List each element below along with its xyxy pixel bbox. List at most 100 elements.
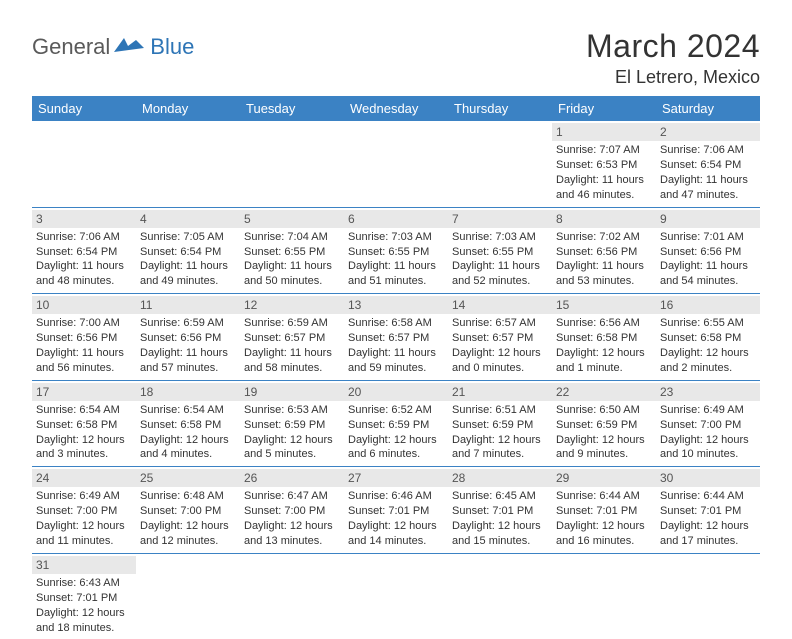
week-row: 1Sunrise: 7:07 AMSunset: 6:53 PMDaylight… (32, 121, 760, 208)
day-cell: 16 Sunrise: 6:55 AMSunset: 6:58 PMDayligh… (656, 294, 760, 380)
sunrise-text: Sunrise: 6:44 AM (556, 489, 652, 504)
weekday-header: Saturday (656, 96, 760, 121)
day-cell: 13Sunrise: 6:58 AMSunset: 6:57 PMDayligh… (344, 294, 448, 380)
location: El Letrero, Mexico (586, 67, 760, 88)
weekday-header: Sunday (32, 96, 136, 121)
day-cell: 23Sunrise: 6:49 AMSunset: 7:00 PMDayligh… (656, 381, 760, 467)
sunset-text: Sunset: 6:54 PM (36, 245, 132, 260)
sunrise-text: Sunrise: 6:48 AM (140, 489, 236, 504)
day-cell: 17Sunrise: 6:54 AMSunset: 6:58 PMDayligh… (32, 381, 136, 467)
day-cell: 19Sunrise: 6:53 AMSunset: 6:59 PMDayligh… (240, 381, 344, 467)
day-cell (32, 121, 136, 207)
sunrise-text: Sunrise: 6:54 AM (36, 403, 132, 418)
sunrise-text: Sunrise: 6:59 AM (244, 316, 340, 331)
sunset-text: Sunset: 6:59 PM (452, 418, 548, 433)
sunrise-text: Sunrise: 6:46 AM (348, 489, 444, 504)
day-cell (448, 554, 552, 639)
day-cell: 22Sunrise: 6:50 AMSunset: 6:59 PMDayligh… (552, 381, 656, 467)
day-number: 23 (656, 383, 760, 401)
flag-icon (114, 38, 148, 59)
day-number: 2 (656, 123, 760, 141)
sunset-text: Sunset: 7:00 PM (244, 504, 340, 519)
daylight-text: Daylight: 12 hours and 1 minute. (556, 346, 652, 376)
logo: General Blue (32, 28, 194, 60)
sunrise-text: Sunrise: 7:00 AM (36, 316, 132, 331)
day-number: 24 (32, 469, 136, 487)
sunrise-text: Sunrise: 6:55 AM (660, 316, 756, 331)
sunset-text: Sunset: 6:57 PM (244, 331, 340, 346)
day-cell: 15Sunrise: 6:56 AMSunset: 6:58 PMDayligh… (552, 294, 656, 380)
daylight-text: Daylight: 12 hours and 2 minutes. (660, 346, 756, 376)
day-cell: 28Sunrise: 6:45 AMSunset: 7:01 PMDayligh… (448, 467, 552, 553)
day-number: 30 (656, 469, 760, 487)
daylight-text: Daylight: 11 hours and 51 minutes. (348, 259, 444, 289)
sunset-text: Sunset: 6:55 PM (452, 245, 548, 260)
day-number: 12 (240, 296, 344, 314)
day-number: 5 (240, 210, 344, 228)
day-cell: 6Sunrise: 7:03 AMSunset: 6:55 PMDaylight… (344, 208, 448, 294)
day-cell (448, 121, 552, 207)
day-cell: 26 Sunrise: 6:47 AMSunset: 7:00 PMDayligh… (240, 467, 344, 553)
day-number: 6 (344, 210, 448, 228)
daylight-text: Daylight: 12 hours and 0 minutes. (452, 346, 548, 376)
day-cell: 1Sunrise: 7:07 AMSunset: 6:53 PMDaylight… (552, 121, 656, 207)
day-number: 1 (552, 123, 656, 141)
daylight-text: Daylight: 12 hours and 13 minutes. (244, 519, 340, 549)
weekday-header: Monday (136, 96, 240, 121)
daylight-text: Daylight: 11 hours and 56 minutes. (36, 346, 132, 376)
day-cell: 7 Sunrise: 7:03 AMSunset: 6:55 PMDaylight… (448, 208, 552, 294)
day-cell: 11Sunrise: 6:59 AMSunset: 6:56 PMDayligh… (136, 294, 240, 380)
day-number: 16 (656, 296, 760, 314)
day-number: 18 (136, 383, 240, 401)
sunrise-text: Sunrise: 7:03 AM (452, 230, 548, 245)
daylight-text: Daylight: 11 hours and 47 minutes. (660, 173, 756, 203)
daylight-text: Daylight: 12 hours and 4 minutes. (140, 433, 236, 463)
daylight-text: Daylight: 11 hours and 49 minutes. (140, 259, 236, 289)
weekday-header: Thursday (448, 96, 552, 121)
day-number: 27 (344, 469, 448, 487)
daylight-text: Daylight: 11 hours and 52 minutes. (452, 259, 548, 289)
sunrise-text: Sunrise: 7:05 AM (140, 230, 236, 245)
daylight-text: Daylight: 12 hours and 6 minutes. (348, 433, 444, 463)
sunset-text: Sunset: 6:57 PM (452, 331, 548, 346)
sunrise-text: Sunrise: 6:59 AM (140, 316, 236, 331)
weeks-container: 1Sunrise: 7:07 AMSunset: 6:53 PMDaylight… (32, 121, 760, 639)
sunrise-text: Sunrise: 6:49 AM (36, 489, 132, 504)
daylight-text: Daylight: 11 hours and 57 minutes. (140, 346, 236, 376)
sunset-text: Sunset: 6:56 PM (36, 331, 132, 346)
daylight-text: Daylight: 12 hours and 17 minutes. (660, 519, 756, 549)
day-cell: 25Sunrise: 6:48 AMSunset: 7:00 PMDayligh… (136, 467, 240, 553)
sunset-text: Sunset: 6:58 PM (36, 418, 132, 433)
sunset-text: Sunset: 6:56 PM (660, 245, 756, 260)
day-number: 9 (656, 210, 760, 228)
week-row: 10Sunrise: 7:00 AMSunset: 6:56 PMDayligh… (32, 294, 760, 381)
daylight-text: Daylight: 12 hours and 10 minutes. (660, 433, 756, 463)
day-number: 8 (552, 210, 656, 228)
day-number: 25 (136, 469, 240, 487)
weekday-header-row: Sunday Monday Tuesday Wednesday Thursday… (32, 96, 760, 121)
sunset-text: Sunset: 6:55 PM (348, 245, 444, 260)
day-cell: 3Sunrise: 7:06 AMSunset: 6:54 PMDaylight… (32, 208, 136, 294)
day-number: 10 (32, 296, 136, 314)
sunrise-text: Sunrise: 6:43 AM (36, 576, 132, 591)
sunrise-text: Sunrise: 6:47 AM (244, 489, 340, 504)
day-number: 4 (136, 210, 240, 228)
daylight-text: Daylight: 12 hours and 7 minutes. (452, 433, 548, 463)
daylight-text: Daylight: 11 hours and 48 minutes. (36, 259, 132, 289)
sunrise-text: Sunrise: 6:54 AM (140, 403, 236, 418)
day-cell: 14Sunrise: 6:57 AMSunset: 6:57 PMDayligh… (448, 294, 552, 380)
sunrise-text: Sunrise: 7:04 AM (244, 230, 340, 245)
sunset-text: Sunset: 7:00 PM (140, 504, 236, 519)
daylight-text: Daylight: 12 hours and 15 minutes. (452, 519, 548, 549)
sunset-text: Sunset: 6:58 PM (660, 331, 756, 346)
header: General Blue March 2024 El Letrero, Mexi… (32, 28, 760, 88)
day-cell (656, 554, 760, 639)
title-block: March 2024 El Letrero, Mexico (586, 28, 760, 88)
day-number: 29 (552, 469, 656, 487)
sunset-text: Sunset: 6:59 PM (244, 418, 340, 433)
day-number: 26 (240, 469, 344, 487)
week-row: 31Sunrise: 6:43 AMSunset: 7:01 PMDayligh… (32, 554, 760, 639)
day-number: 14 (448, 296, 552, 314)
sunset-text: Sunset: 6:58 PM (140, 418, 236, 433)
day-number: 7 (448, 210, 552, 228)
